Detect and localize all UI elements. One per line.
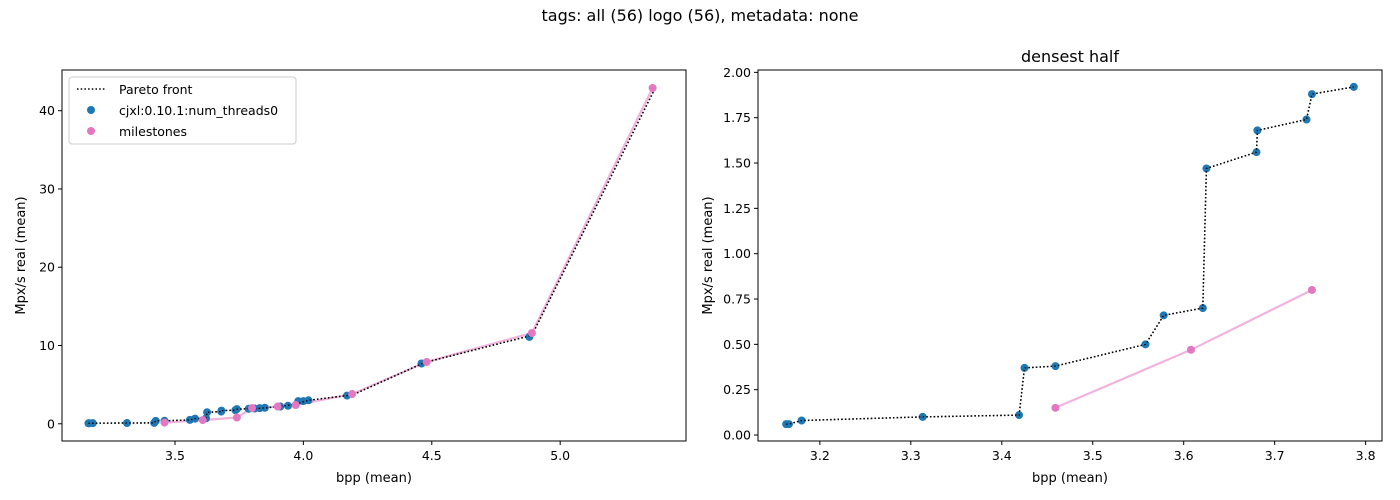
x-tick-label: 3.8 [1356, 448, 1376, 463]
milestone-point [1186, 345, 1195, 354]
axes-frame [61, 69, 687, 442]
legend: Pareto front cjxl:0.10.1:num_threads0mile… [68, 76, 297, 145]
x-axis-label: bpp (mean) [1032, 471, 1108, 486]
y-tick-label: 1.25 [723, 201, 751, 216]
y-tick-label: 1.50 [723, 156, 751, 171]
y-tick-label: 0.50 [723, 337, 751, 352]
milestone-point [232, 413, 241, 422]
milestone-point [291, 400, 300, 409]
x-tick-label: 3.5 [1083, 448, 1103, 463]
cjxl-point [217, 406, 226, 415]
milestone-point [198, 416, 207, 425]
y-tick-label: 10 [39, 338, 55, 353]
x-tick-label: 3.5 [165, 448, 185, 463]
cjxl-point [283, 401, 292, 410]
milestone-point [160, 418, 169, 427]
pareto-front-line [786, 86, 1354, 425]
y-tick-label: 0.25 [723, 382, 751, 397]
chart-title: densest half [1021, 47, 1119, 66]
cjxl-point [203, 408, 212, 417]
x-tick-label: 3.4 [992, 448, 1012, 463]
x-axis-label: bpp (mean) [336, 471, 412, 486]
x-tick-label: 3.7 [1265, 448, 1285, 463]
x-tick-label: 4.0 [293, 448, 313, 463]
y-axis-label: Mpx/s real (mean) [14, 196, 29, 314]
legend-label-milestones: milestones [119, 124, 187, 139]
x-tick-label: 5.0 [550, 448, 570, 463]
y-tick-label: 2.00 [723, 65, 751, 80]
y-tick-label: 0 [47, 416, 55, 431]
y-axis-label: Mpx/s real (mean) [701, 196, 716, 314]
y-tick-label: 0.00 [723, 428, 751, 443]
cjxl-point [1302, 115, 1311, 124]
legend-box [68, 76, 297, 145]
y-tick-label: 30 [39, 181, 55, 196]
x-tick-label: 3.3 [901, 448, 921, 463]
cjxl-point [122, 418, 131, 427]
cjxl-point [260, 403, 269, 412]
x-tick-label: 4.5 [422, 448, 442, 463]
milestone-point [273, 402, 282, 411]
cjxl-point [1307, 90, 1316, 99]
milestone-point [527, 328, 536, 337]
milestone-point [422, 357, 431, 366]
milestone-point [1307, 285, 1316, 294]
y-tick-label: 0.75 [723, 292, 751, 307]
y-tick-label: 20 [39, 260, 55, 275]
cjxl-point [1020, 363, 1029, 372]
legend-milestones-swatch [87, 127, 95, 135]
x-tick-label: 3.2 [810, 448, 830, 463]
y-tick-label: 1.00 [723, 246, 751, 261]
milestone-point [648, 84, 657, 93]
cjxl-point [151, 416, 160, 425]
legend-label-pareto: Pareto front [119, 82, 193, 97]
milestones-line [1054, 289, 1313, 409]
figure-title: tags: all (56) logo (56), metadata: none [541, 6, 859, 25]
y-tick-label: 40 [39, 103, 55, 118]
milestone-point [1051, 403, 1060, 412]
cjxl-point [784, 420, 793, 429]
x-tick-label: 3.6 [1174, 448, 1194, 463]
cjxl-point [1349, 82, 1358, 91]
pareto-front-line-overlay [88, 87, 656, 424]
pareto-front-line-overlay [786, 86, 1354, 425]
milestone-point [348, 390, 357, 399]
cjxl-point [304, 396, 313, 405]
legend-cjxl-swatch [87, 106, 95, 114]
milestone-point [248, 404, 257, 413]
axes-frame [757, 69, 1383, 442]
legend-label-cjxl: cjxl:0.10.1:num_threads0 [119, 103, 278, 118]
chart-panel-left: 3.5 4.0 4.5 5.0 0 10 20 30 40 bpp (mean) Mpx/s rea… [14, 69, 687, 486]
y-tick-label: 1.75 [723, 110, 751, 125]
cjxl-point [1159, 311, 1168, 320]
chart-panel-right: 3.2 3.3 3.4 3.5 3.6 3.7 3.8 0.00 0.25 0.50 0.75 1.0… [701, 47, 1383, 486]
